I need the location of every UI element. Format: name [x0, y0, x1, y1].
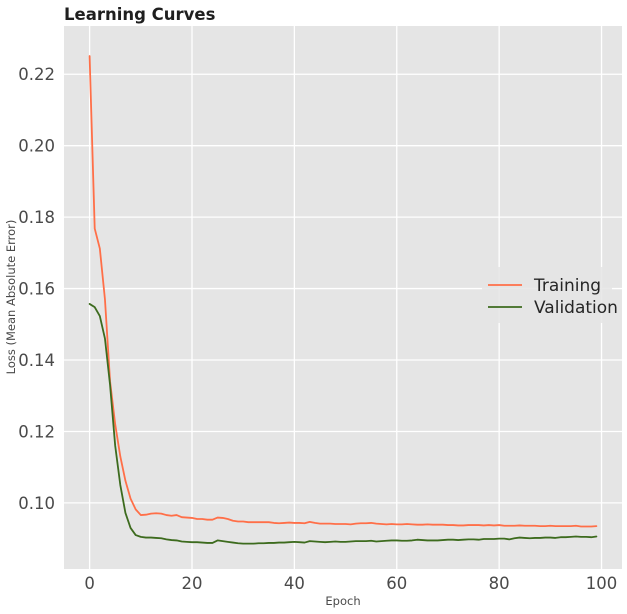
y-tick-label: 0.20: [18, 137, 55, 156]
y-tick-label: 0.14: [18, 351, 55, 370]
x-tick-label: 60: [386, 574, 407, 593]
legend-label-validation: Validation: [534, 298, 618, 318]
legend-label-training: Training: [533, 276, 601, 296]
x-tick-label: 0: [84, 574, 95, 593]
chart-title: Learning Curves: [64, 5, 216, 24]
y-tick-label: 0.18: [18, 208, 55, 227]
y-axis-label: Loss (Mean Absolute Error): [4, 220, 18, 375]
x-axis-label: Epoch: [325, 594, 360, 608]
y-tick-label: 0.16: [18, 280, 55, 299]
legend: Training Validation: [482, 267, 618, 323]
x-tick-label: 40: [284, 574, 305, 593]
series-lines: [88, 55, 598, 545]
legend-box: [482, 267, 612, 323]
x-tick-label: 20: [181, 574, 202, 593]
y-tick-label: 0.10: [18, 494, 55, 513]
y-tick-label: 0.22: [18, 65, 55, 84]
y-tick-label: 0.12: [18, 422, 55, 441]
x-tick-label: 100: [586, 574, 618, 593]
series-line-training: [88, 55, 598, 528]
x-tick-label: 80: [489, 574, 510, 593]
tick-labels: 0 20 40 60 80 100 0.10 0.12 0.14 0.16 0.18 0.20 0.22: [18, 65, 617, 593]
series-line-validation: [88, 303, 598, 545]
